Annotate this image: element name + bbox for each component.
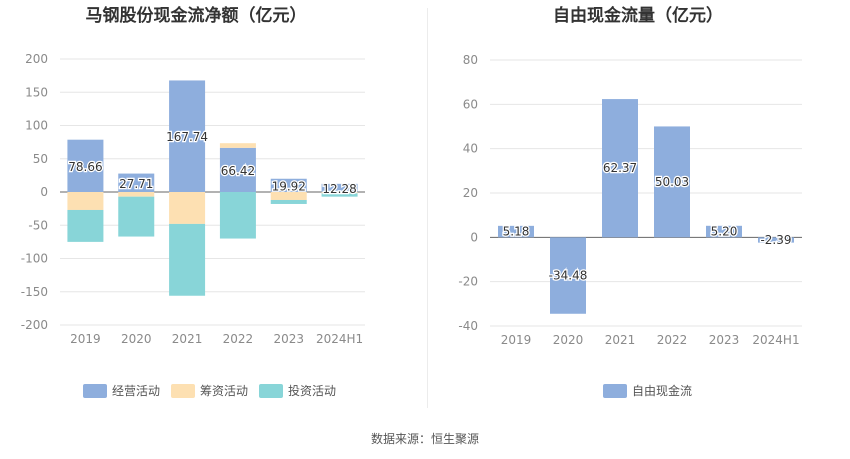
data-label: 78.66 — [68, 160, 102, 174]
bar — [321, 192, 358, 194]
bar — [219, 192, 256, 239]
bar — [118, 196, 155, 237]
legend-swatch — [171, 384, 195, 398]
x-tick-label: 2019 — [501, 333, 532, 347]
x-tick-label: 2021 — [605, 333, 636, 347]
x-tick-label: 2019 — [70, 332, 101, 346]
x-tick-label: 2022 — [223, 332, 254, 346]
y-tick-label: -50 — [28, 218, 48, 232]
y-tick-label: 40 — [463, 142, 478, 156]
chart-title: 自由现金流量（亿元） — [553, 5, 723, 26]
bar — [321, 183, 358, 192]
y-tick-label: -40 — [458, 319, 478, 333]
legend-label: 经营活动 — [112, 384, 160, 398]
bar — [67, 192, 104, 210]
bar — [270, 192, 307, 200]
data-label: 5.20 — [711, 225, 738, 239]
y-tick-label: 150 — [25, 85, 48, 99]
y-tick-label: 60 — [463, 97, 478, 111]
data-label: 12.28 — [322, 182, 356, 196]
data-label: 167.74 — [166, 130, 208, 144]
bar — [758, 237, 794, 243]
data-label: 27.71 — [119, 177, 153, 191]
legend-label: 筹资活动 — [200, 384, 248, 398]
data-label: 62.37 — [603, 161, 637, 175]
x-tick-label: 2024H1 — [752, 333, 799, 347]
legend-label: 自由现金流 — [632, 383, 692, 398]
bar — [169, 223, 206, 296]
bar — [219, 143, 256, 148]
data-label: 19.92 — [272, 179, 306, 193]
y-tick-label: 50 — [33, 152, 48, 166]
bar — [169, 80, 206, 192]
legend-swatch — [83, 384, 107, 398]
bar — [321, 193, 358, 197]
y-tick-label: 20 — [463, 186, 478, 200]
x-tick-label: 2020 — [121, 332, 152, 346]
x-tick-label: 2022 — [657, 333, 688, 347]
bar — [67, 209, 104, 242]
data-source: 数据来源：恒生聚源 — [370, 432, 479, 446]
y-tick-label: 0 — [40, 185, 48, 199]
y-tick-label: -20 — [458, 275, 478, 289]
x-tick-label: 2023 — [273, 332, 304, 346]
y-tick-label: 100 — [25, 119, 48, 133]
chart-title: 马钢股份现金流净额（亿元） — [86, 5, 307, 26]
bar — [118, 192, 155, 197]
chart-divider — [427, 8, 428, 408]
y-tick-label: 200 — [25, 52, 48, 66]
legend-swatch — [259, 384, 283, 398]
bar — [270, 178, 307, 192]
bar — [270, 199, 307, 204]
y-tick-label: 0 — [470, 230, 478, 244]
bar — [498, 225, 534, 238]
y-tick-label: 80 — [463, 53, 478, 67]
legend-label: 投资活动 — [288, 383, 336, 398]
y-tick-label: -100 — [21, 252, 48, 266]
bar — [169, 192, 206, 224]
y-tick-label: -200 — [21, 318, 48, 332]
data-label: 66.42 — [221, 164, 255, 178]
cash-flow-chart: 马钢股份现金流净额（亿元） 200 150 100 50 0 -50 -100 -150 -20… — [21, 5, 365, 398]
bar — [219, 147, 256, 192]
free-cash-flow-chart: 自由现金流量（亿元） 80 60 40 20 0 -20 -40 2019 2020 2021 20… — [458, 5, 802, 398]
legend-swatch — [603, 384, 627, 398]
bar — [654, 126, 690, 238]
bar — [706, 225, 742, 238]
x-tick-label: 2021 — [172, 332, 203, 346]
x-tick-label: 2023 — [709, 333, 740, 347]
bar — [602, 99, 638, 238]
bar — [118, 173, 155, 192]
data-label: -34.48 — [549, 269, 588, 283]
bar — [550, 237, 586, 314]
data-label: 5.18 — [503, 225, 530, 239]
data-label: -2.39 — [760, 233, 791, 247]
data-label: 50.03 — [655, 175, 689, 189]
y-tick-label: -150 — [21, 285, 48, 299]
x-tick-label: 2024H1 — [316, 332, 363, 346]
x-tick-label: 2020 — [553, 333, 584, 347]
bar — [67, 139, 104, 192]
